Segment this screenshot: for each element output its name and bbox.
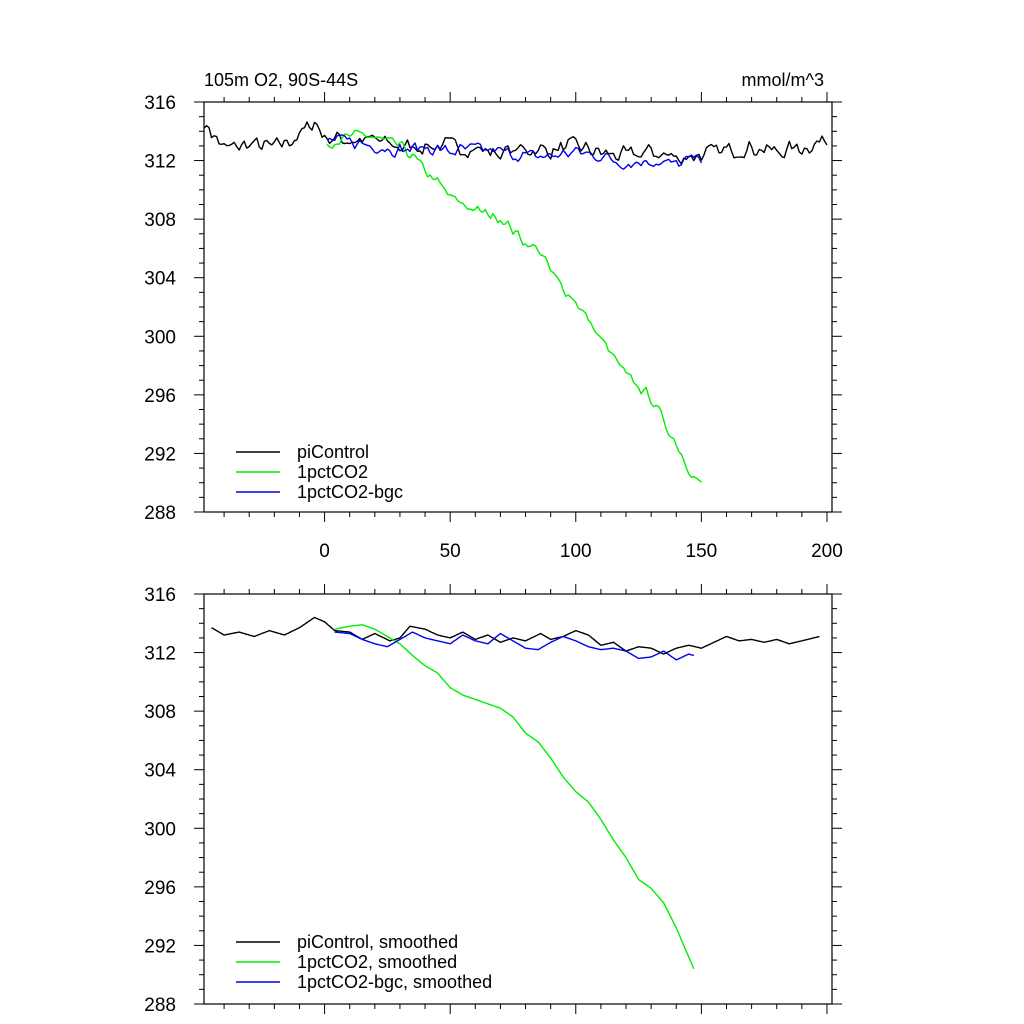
top-panel: 105m O2, 90S-44S mmol/m^3 288 292 296 300 30… (144, 70, 843, 562)
series-line (334, 624, 695, 970)
series-line (326, 129, 702, 483)
y-tick-label: 288 (144, 995, 176, 1016)
y-tick-label: 300 (144, 819, 176, 840)
y-tick-label: 300 (144, 327, 176, 348)
legend-label: piControl (297, 442, 369, 462)
series-line (211, 616, 820, 655)
series-line (203, 121, 828, 165)
y-tick-label: 308 (144, 210, 176, 231)
y-tick-label: 316 (144, 585, 176, 606)
y-tick-label: 304 (144, 761, 176, 782)
series-group (203, 121, 828, 483)
x-tick-label: 200 (811, 541, 843, 562)
y-tick-label: 304 (144, 269, 176, 290)
axis-ticks: 288 292 296 300 304 308 312 316 (144, 584, 842, 1016)
y-tick-label: 316 (144, 93, 176, 114)
panel-title: 105m O2, 90S-44S (204, 70, 358, 90)
axis-ticks: 288 292 296 300 304 308 312 316 0 50 100 150 200 (144, 92, 843, 562)
x-tick-label: 150 (686, 541, 718, 562)
series-group (211, 616, 820, 970)
y-tick-label: 292 (144, 444, 176, 465)
y-tick-label: 312 (144, 152, 176, 173)
legend-label: 1pctCO2, smoothed (297, 952, 457, 972)
x-tick-label: 0 (319, 541, 330, 562)
plot-frame (203, 593, 833, 1005)
units-label: mmol/m^3 (742, 70, 824, 90)
series-line (326, 134, 703, 170)
legend-label: 1pctCO2 (297, 462, 368, 482)
y-tick-label: 296 (144, 878, 176, 899)
series-line (334, 631, 695, 661)
y-tick-label: 288 (144, 503, 176, 524)
legend-label: 1pctCO2-bgc (297, 482, 403, 502)
plot-frame (203, 101, 833, 513)
y-tick-label: 292 (144, 936, 176, 957)
y-tick-label: 296 (144, 386, 176, 407)
y-tick-label: 308 (144, 702, 176, 723)
legend-label: piControl, smoothed (297, 932, 458, 952)
legend-label: 1pctCO2-bgc, smoothed (297, 972, 492, 992)
y-tick-label: 312 (144, 644, 176, 665)
bottom-panel: 288 292 296 300 304 308 312 316 piControl, smoo… (144, 584, 842, 1016)
x-tick-label: 50 (440, 541, 461, 562)
x-tick-label: 100 (560, 541, 592, 562)
